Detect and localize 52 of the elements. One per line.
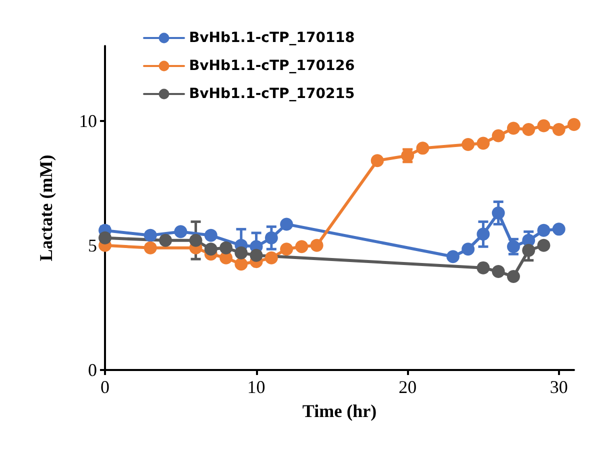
point bbox=[264, 251, 278, 264]
point bbox=[462, 242, 475, 256]
legend-label: BvHb1.1-cTP_170215 bbox=[189, 86, 355, 102]
point bbox=[552, 222, 566, 236]
x-tick-label: 0 bbox=[100, 377, 110, 397]
point bbox=[250, 248, 263, 262]
point bbox=[552, 122, 566, 136]
x-axis-title: Time (hr) bbox=[302, 401, 377, 421]
point bbox=[310, 238, 324, 252]
point bbox=[537, 119, 550, 132]
y-tick-label: 10 bbox=[79, 110, 97, 131]
point bbox=[144, 241, 157, 254]
point bbox=[537, 238, 550, 252]
point bbox=[476, 261, 490, 274]
point bbox=[506, 240, 520, 254]
point bbox=[506, 270, 520, 284]
point bbox=[522, 122, 536, 136]
y-axis-title: Lactate (mM) bbox=[36, 154, 56, 262]
point bbox=[98, 231, 112, 244]
y-tick-label: 0 bbox=[88, 360, 97, 380]
point bbox=[416, 142, 430, 155]
point bbox=[462, 138, 475, 151]
point bbox=[506, 122, 520, 135]
point bbox=[144, 228, 157, 242]
legend-label: BvHb1.1-cTP_170126 bbox=[189, 58, 355, 74]
point bbox=[492, 265, 505, 278]
point bbox=[174, 225, 188, 238]
point bbox=[234, 258, 248, 271]
point bbox=[264, 231, 278, 244]
point bbox=[370, 154, 384, 168]
x-tick-label: 30 bbox=[550, 377, 568, 397]
point bbox=[492, 129, 505, 142]
point bbox=[295, 240, 308, 254]
point bbox=[280, 218, 294, 231]
point bbox=[446, 250, 460, 264]
point bbox=[568, 118, 580, 132]
point bbox=[476, 136, 490, 150]
x-tick-label: 20 bbox=[398, 377, 417, 397]
point bbox=[220, 241, 233, 254]
point bbox=[280, 242, 294, 256]
point bbox=[204, 242, 218, 256]
legend-label: BvHb1.1-cTP_170118 bbox=[189, 30, 355, 46]
point bbox=[522, 244, 536, 257]
point bbox=[234, 246, 248, 260]
point bbox=[204, 228, 218, 242]
point bbox=[189, 234, 202, 247]
point bbox=[537, 224, 550, 237]
x-tick-label: 10 bbox=[247, 377, 266, 397]
point bbox=[159, 234, 172, 247]
point bbox=[476, 228, 490, 241]
point bbox=[492, 206, 505, 220]
y-tick-label: 5 bbox=[88, 235, 97, 256]
